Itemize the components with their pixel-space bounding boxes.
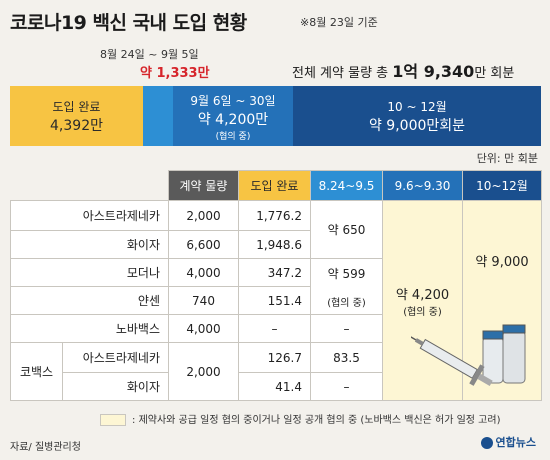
sub-period: 8월 24일 ~ 9월 5일 (100, 48, 199, 61)
vaccine-name: 모더나 (10, 258, 169, 287)
table-row: 화이자 6,600 1,948.6 (10, 230, 542, 259)
bar-q4-value: 약 9,000만회분 (368, 118, 466, 134)
vaccine-table: 계약 물량 도입 완료 8.24~9.5 9.6~9.30 10~12월 아스트… (10, 170, 542, 401)
bar-q4: 10 ~ 12월 약 9,000만회분 (293, 86, 541, 146)
bar-sep-period: 9월 6일 ~ 30일 (190, 94, 276, 108)
aug-cell: 약 599 (협의 중) (310, 258, 383, 315)
vaccine-name: 아스트라제네카 (62, 342, 169, 373)
legend-colon: : (132, 415, 136, 426)
legend-text: 제약사와 공급 일정 협의 중이거나 일정 공개 협의 중 (노바백스 백신은 … (138, 415, 501, 426)
bar-sep-value: 약 4,200만 (197, 112, 269, 128)
header-q4: 10~12월 (462, 170, 542, 201)
vaccine-name: 노바백스 (10, 314, 169, 343)
total-value: 1억 9,340 (392, 62, 475, 81)
aug-moderna: 약 599 (327, 266, 366, 281)
done-cell: 41.4 (238, 372, 311, 401)
done-cell: 151.4 (238, 286, 311, 315)
aug-cell: 약 650 (310, 200, 383, 259)
done-cell: 1,776.2 (238, 200, 311, 231)
total-contract: 전체 계약 물량 총 1억 9,340만 회분 (292, 58, 514, 82)
vaccine-name: 아스트라제네카 (10, 200, 169, 231)
logo-text: 연합뉴스 (495, 436, 536, 449)
vaccine-name: 얀센 (10, 286, 169, 315)
contract-cell: 6,600 (168, 230, 239, 259)
logo-icon (480, 437, 493, 449)
vaccine-syringe-icon (411, 324, 526, 386)
q4-value: 약 9,000 (475, 254, 529, 270)
q4-cell: 약 9,000 (411, 200, 542, 401)
bar-sep: 9월 6일 ~ 30일 약 4,200만 (협의 중) (173, 86, 293, 146)
table-row: 모더나 4,000 347.2 약 599 (협의 중) (10, 258, 542, 315)
table-header-row: 계약 물량 도입 완료 8.24~9.5 9.6~9.30 10~12월 (10, 170, 542, 201)
source: 자료/ 질병관리청 (10, 442, 81, 453)
vaccine-name: 화이자 (10, 230, 169, 259)
header-done: 도입 완료 (238, 170, 311, 201)
page-title: 코로나19 백신 국내 도입 현황 (10, 12, 247, 34)
header-empty (10, 170, 169, 201)
unit-label: 단위: 만 회분 (476, 152, 538, 165)
aug-cell: – (310, 314, 383, 343)
bar-q4-period: 10 ~ 12월 (387, 100, 447, 114)
header-sep: 9.6~9.30 (382, 170, 463, 201)
contract-cell: 2,000 (168, 342, 239, 401)
sep-note: (협의 중) (403, 306, 442, 318)
table-row: 코백스 아스트라제네카 2,000 126.7 83.5 (10, 342, 542, 401)
legend-swatch (100, 414, 126, 426)
sub-total: 약 1,333만 (140, 66, 210, 81)
table-row: 얀센 740 151.4 (10, 286, 542, 315)
logo: 연합뉴스 (480, 434, 536, 450)
bar-done-label: 도입 완료 (52, 100, 101, 114)
bar-aug (143, 86, 173, 146)
done-cell: 1,948.6 (238, 230, 311, 259)
contract-cell: 4,000 (168, 314, 239, 343)
aug-janssen: (협의 중) (327, 297, 366, 309)
legend: : 제약사와 공급 일정 협의 중이거나 일정 공개 협의 중 (노바백스 백신… (100, 411, 501, 426)
contract-cell: 2,000 (168, 200, 239, 231)
table-row: 아스트라제네카 2,000 1,776.2 약 650 약 4,200 (협의 … (10, 200, 542, 401)
bar-done-value: 4,392만 (50, 118, 103, 134)
header-contract: 계약 물량 (168, 170, 239, 201)
table-row: 노바백스 4,000 – – (10, 314, 542, 343)
sep-value: 약 4,200 (395, 287, 450, 303)
aug-cell: 83.5 (310, 342, 383, 373)
covax-group: 코백스 (10, 342, 63, 401)
table-row: 화이자 41.4 – (11, 372, 542, 401)
done-cell: 126.7 (238, 342, 311, 373)
total-prefix: 전체 계약 물량 총 (292, 66, 389, 81)
done-cell: 347.2 (238, 258, 311, 287)
header-aug: 8.24~9.5 (310, 170, 383, 201)
total-suffix: 만 회분 (474, 66, 515, 81)
basis-date: ※8월 23일 기준 (300, 16, 378, 29)
done-cell: – (238, 314, 311, 343)
bar-done: 도입 완료 4,392만 (10, 86, 143, 146)
vaccine-name: 화이자 (62, 372, 169, 401)
aug-cell: – (310, 372, 383, 401)
bar-sep-note: (협의 중) (215, 132, 251, 142)
sep-cell: 약 4,200 (협의 중) (382, 200, 463, 401)
contract-cell: 4,000 (168, 258, 239, 287)
contract-cell: 740 (168, 286, 239, 315)
